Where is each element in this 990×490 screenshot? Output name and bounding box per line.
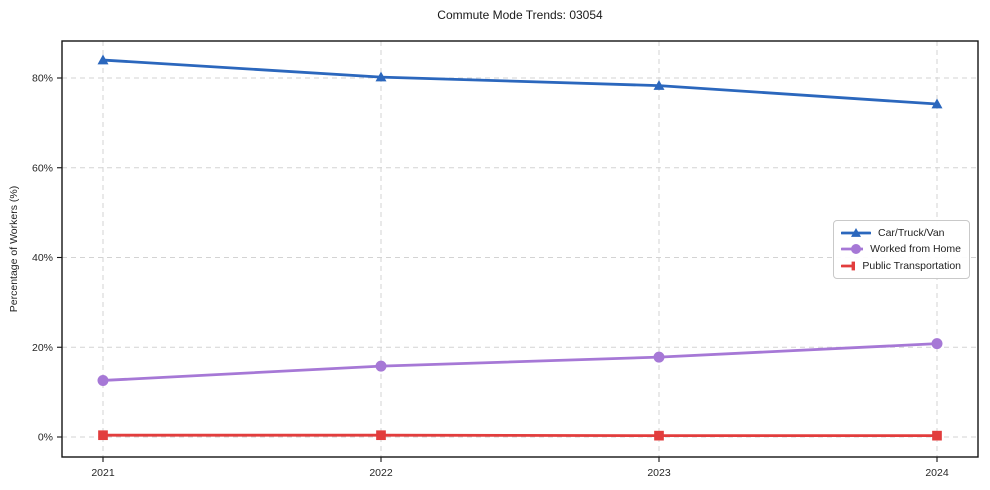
legend-item-worked-from-home: Worked from Home [841, 241, 961, 257]
series-line [101, 342, 939, 382]
square-marker-icon [376, 430, 386, 441]
x-tick-label: 2023 [647, 467, 671, 479]
plot-border [61, 40, 979, 458]
circle-marker-icon [653, 351, 665, 363]
worked-from-home-line-marker-icon [841, 244, 864, 255]
square-marker-icon [654, 430, 664, 441]
x-tick-label: 2021 [91, 467, 115, 479]
triangle-marker-icon [931, 98, 943, 109]
x-tick-label: 2022 [369, 467, 393, 479]
square-marker-icon [851, 261, 856, 271]
circle-marker-icon [97, 374, 109, 386]
square-marker-icon [98, 430, 108, 441]
legend-item-public-transportation: Public Transportation [841, 258, 961, 274]
square-marker-icon [932, 430, 942, 441]
triangle-marker-icon [851, 228, 861, 238]
triangle-marker-icon [375, 71, 387, 82]
legend-label: Worked from Home [870, 243, 961, 256]
chart-title: Commute Mode Trends: 03054 [437, 8, 603, 22]
y-tick-label: 40% [32, 252, 53, 264]
legend: Car/Truck/Van Worked from Home Public Tr… [833, 220, 970, 279]
y-tick-label: 60% [32, 162, 53, 174]
y-tick-label: 80% [32, 73, 53, 85]
triangle-marker-icon [653, 80, 665, 90]
legend-label: Car/Truck/Van [878, 227, 945, 240]
legend-label: Public Transportation [862, 259, 961, 272]
car-truck-van-line-marker-icon [841, 228, 871, 238]
legend-item-car-truck-van: Car/Truck/Van [841, 225, 961, 241]
circle-marker-icon [851, 244, 861, 255]
triangle-marker-icon [97, 54, 109, 65]
circle-marker-icon [375, 360, 387, 372]
series-line [101, 58, 939, 106]
y-tick-label: 0% [38, 432, 53, 444]
circle-marker-icon [931, 338, 943, 350]
y-tick-label: 20% [32, 342, 53, 354]
x-tick-label: 2024 [925, 467, 949, 479]
public-transportation-line-marker-icon [841, 261, 856, 271]
